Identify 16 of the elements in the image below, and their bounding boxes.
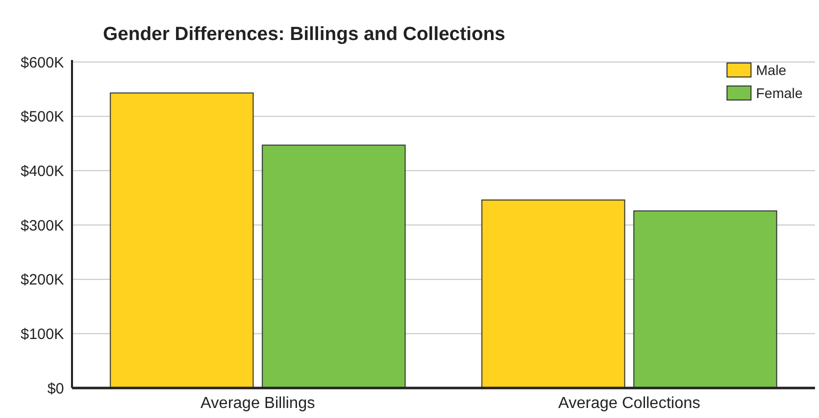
- y-tick-label: $500K: [20, 108, 64, 126]
- x-tick-label: Average Collections: [558, 395, 700, 412]
- y-tick-label: $300K: [20, 217, 64, 234]
- legend-label: Female: [756, 84, 803, 101]
- y-tick-label: $200K: [20, 272, 64, 289]
- x-tick-label: Average Billings: [200, 395, 315, 412]
- y-tick-label: $600K: [20, 54, 64, 72]
- legend-label: Male: [756, 62, 787, 78]
- y-tick-label: $100K: [20, 326, 64, 343]
- bar: [633, 210, 778, 388]
- bar: [262, 144, 406, 388]
- y-tick-label: $0: [47, 380, 64, 398]
- y-tick-label: $400K: [20, 162, 64, 180]
- chart-title: Gender Differences: Billings and Collections: [103, 24, 506, 45]
- bar: [481, 200, 626, 388]
- bar: [110, 92, 254, 388]
